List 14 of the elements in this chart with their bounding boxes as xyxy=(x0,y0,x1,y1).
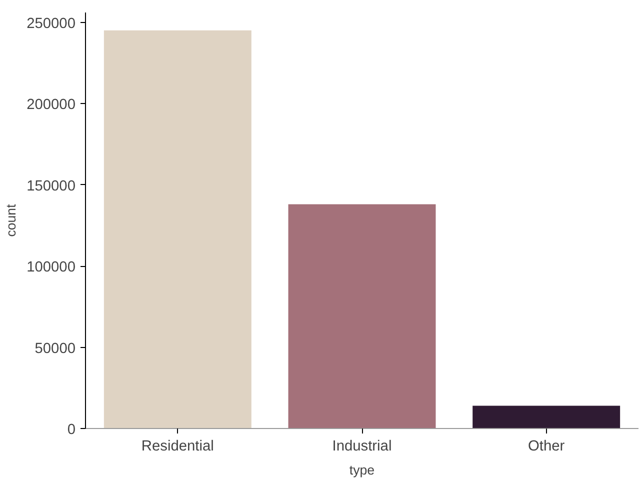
y-tick-label: 100000 xyxy=(26,260,76,276)
bar xyxy=(472,406,620,428)
bar xyxy=(288,204,436,428)
x-tick-label: Other xyxy=(528,438,565,454)
y-tick-label: 150000 xyxy=(26,178,76,194)
y-tick-label: 200000 xyxy=(26,97,76,113)
x-tick-label: Industrial xyxy=(332,438,392,454)
y-tick-label: 250000 xyxy=(26,16,76,32)
x-axis-title: type xyxy=(349,462,375,478)
y-tick-label: 50000 xyxy=(34,340,76,357)
x-tick-label: Residential xyxy=(141,438,214,454)
y-tick-label: 0 xyxy=(67,422,76,438)
y-axis-title: count xyxy=(4,204,19,237)
bar xyxy=(104,30,252,428)
